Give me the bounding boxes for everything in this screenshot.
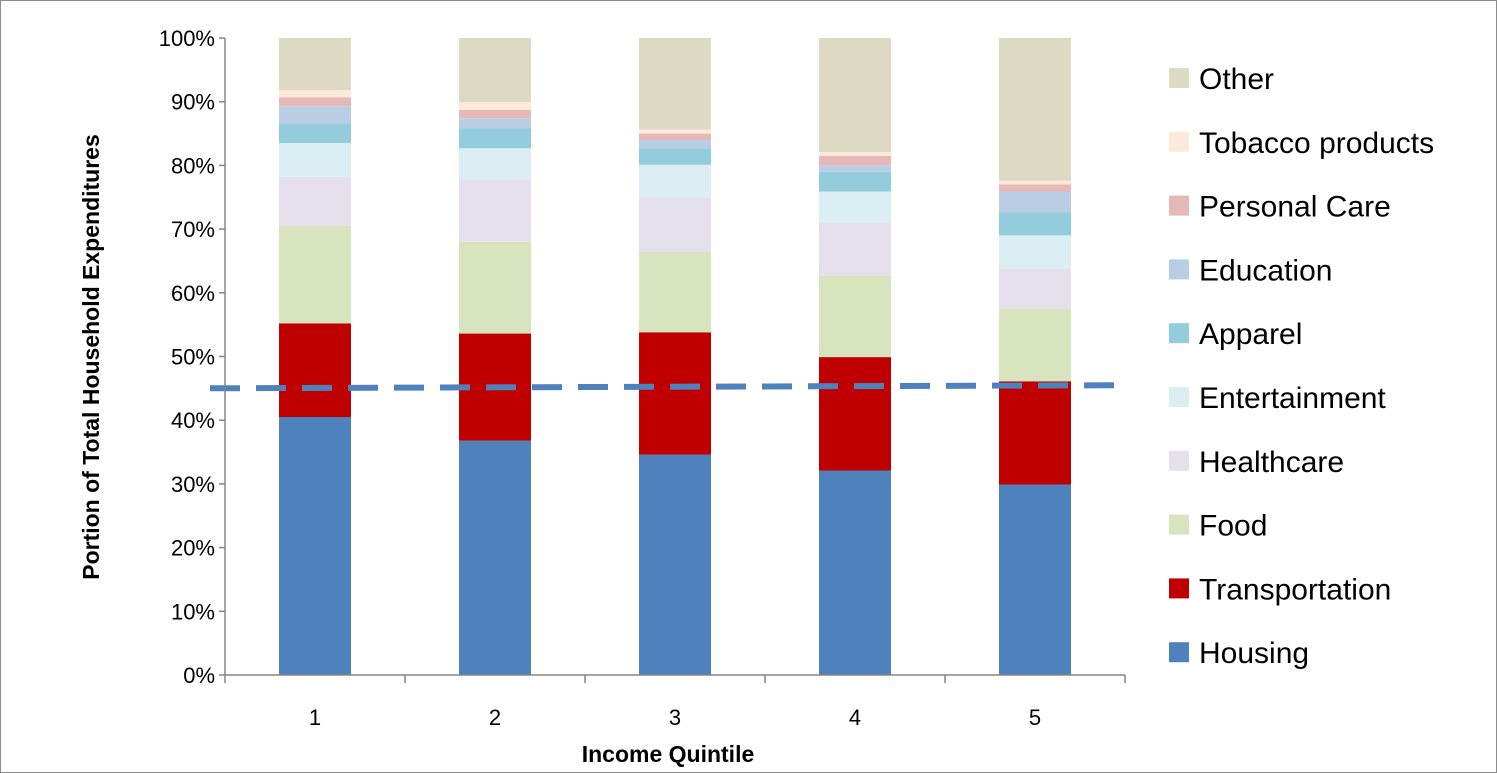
bar-housing-q2 bbox=[459, 441, 531, 675]
bar-entertainment-q4 bbox=[819, 192, 891, 223]
legend-swatch-education bbox=[1169, 259, 1189, 279]
bar-transportation-q1 bbox=[279, 323, 351, 417]
legend-swatch-food bbox=[1169, 515, 1189, 535]
bars-group bbox=[279, 38, 1071, 675]
bar-transportation-q5 bbox=[999, 381, 1071, 484]
legend-label-food: Food bbox=[1199, 510, 1267, 543]
legend-swatch-housing bbox=[1169, 642, 1189, 662]
bar-healthcare-q2 bbox=[459, 179, 531, 241]
bar-personal-care-q5 bbox=[999, 185, 1071, 192]
y-tick-label: 60% bbox=[171, 281, 215, 306]
bar-apparel-q5 bbox=[999, 213, 1071, 236]
bar-food-q5 bbox=[999, 309, 1071, 382]
bar-tobacco-products-q4 bbox=[819, 152, 891, 156]
legend-label-transportation: Transportation bbox=[1199, 573, 1391, 606]
legend-swatch-transportation bbox=[1169, 578, 1189, 598]
legend-swatch-healthcare bbox=[1169, 451, 1189, 471]
bar-housing-q5 bbox=[999, 485, 1071, 676]
bar-food-q2 bbox=[459, 242, 531, 334]
x-tick-label: 5 bbox=[1029, 705, 1041, 730]
legend-label-healthcare: Healthcare bbox=[1199, 446, 1344, 479]
bar-tobacco-products-q1 bbox=[279, 90, 351, 97]
y-tick-label: 80% bbox=[171, 153, 215, 178]
bar-entertainment-q2 bbox=[459, 148, 531, 179]
bar-education-q4 bbox=[819, 165, 891, 171]
bar-personal-care-q1 bbox=[279, 97, 351, 106]
bar-tobacco-products-q3 bbox=[639, 130, 711, 134]
bar-apparel-q2 bbox=[459, 129, 531, 149]
bar-apparel-q3 bbox=[639, 148, 711, 165]
x-tick-label: 3 bbox=[669, 705, 681, 730]
bar-healthcare-q4 bbox=[819, 223, 891, 276]
bar-housing-q1 bbox=[279, 417, 351, 675]
y-tick-label: 50% bbox=[171, 345, 215, 370]
legend-swatch-other bbox=[1169, 68, 1189, 88]
x-tick-label: 4 bbox=[849, 705, 861, 730]
bar-education-q1 bbox=[279, 106, 351, 124]
y-tick-label: 20% bbox=[171, 536, 215, 561]
y-tick-label: 100% bbox=[159, 26, 215, 51]
x-axis-title: Income Quintile bbox=[582, 741, 755, 767]
bar-other-q2 bbox=[459, 38, 531, 102]
y-tick-labels: 0% 10% 20% 30% 40% 50% 60% 70% 80% 90% 100% bbox=[159, 26, 215, 688]
bar-tobacco-products-q5 bbox=[999, 181, 1071, 185]
legend-label-entertainment: Entertainment bbox=[1199, 382, 1386, 415]
y-tick-label: 70% bbox=[171, 217, 215, 242]
bar-housing-q3 bbox=[639, 455, 711, 675]
y-tick-label: 0% bbox=[183, 663, 215, 688]
y-tick-label: 90% bbox=[171, 90, 215, 115]
legend-swatch-personal-care bbox=[1169, 196, 1189, 216]
bar-healthcare-q5 bbox=[999, 269, 1071, 309]
bar-food-q4 bbox=[819, 276, 891, 358]
legend-label-housing: Housing bbox=[1199, 637, 1309, 670]
bar-food-q3 bbox=[639, 252, 711, 332]
bar-transportation-q3 bbox=[639, 332, 711, 454]
legend-label-apparel: Apparel bbox=[1199, 318, 1302, 351]
legend-swatch-tobacco-products bbox=[1169, 132, 1189, 152]
bar-transportation-q4 bbox=[819, 357, 891, 470]
x-tick-label: 2 bbox=[489, 705, 501, 730]
bar-entertainment-q1 bbox=[279, 143, 351, 177]
y-tick-label: 30% bbox=[171, 472, 215, 497]
legend: Other Tobacco products Personal Care Educat… bbox=[1169, 63, 1434, 670]
legend-label-tobacco-products: Tobacco products bbox=[1199, 127, 1434, 160]
x-tick-label: 1 bbox=[309, 705, 321, 730]
bar-entertainment-q3 bbox=[639, 165, 711, 198]
legend-swatch-apparel bbox=[1169, 323, 1189, 343]
bar-food-q1 bbox=[279, 226, 351, 324]
y-axis-title: Portion of Total Household Expenditures bbox=[78, 134, 104, 580]
bar-apparel-q1 bbox=[279, 124, 351, 143]
bar-other-q5 bbox=[999, 38, 1071, 181]
y-tick-label: 40% bbox=[171, 408, 215, 433]
bar-personal-care-q4 bbox=[819, 156, 891, 166]
bar-personal-care-q3 bbox=[639, 134, 711, 140]
bar-other-q3 bbox=[639, 38, 711, 130]
bar-education-q5 bbox=[999, 192, 1071, 213]
y-tick-label: 10% bbox=[171, 599, 215, 624]
bar-apparel-q4 bbox=[819, 172, 891, 192]
legend-label-other: Other bbox=[1199, 63, 1274, 96]
bar-entertainment-q5 bbox=[999, 236, 1071, 269]
legend-label-education: Education bbox=[1199, 254, 1332, 287]
bar-personal-care-q2 bbox=[459, 110, 531, 118]
bar-other-q1 bbox=[279, 38, 351, 90]
bar-other-q4 bbox=[819, 38, 891, 152]
legend-label-personal-care: Personal Care bbox=[1199, 191, 1391, 224]
x-tick-labels: 1 2 3 4 5 bbox=[309, 705, 1041, 730]
bar-healthcare-q3 bbox=[639, 197, 711, 252]
bar-healthcare-q1 bbox=[279, 177, 351, 226]
bar-education-q2 bbox=[459, 118, 531, 128]
bar-tobacco-products-q2 bbox=[459, 102, 531, 110]
bar-education-q3 bbox=[639, 140, 711, 148]
bar-housing-q4 bbox=[819, 471, 891, 676]
legend-swatch-entertainment bbox=[1169, 387, 1189, 407]
